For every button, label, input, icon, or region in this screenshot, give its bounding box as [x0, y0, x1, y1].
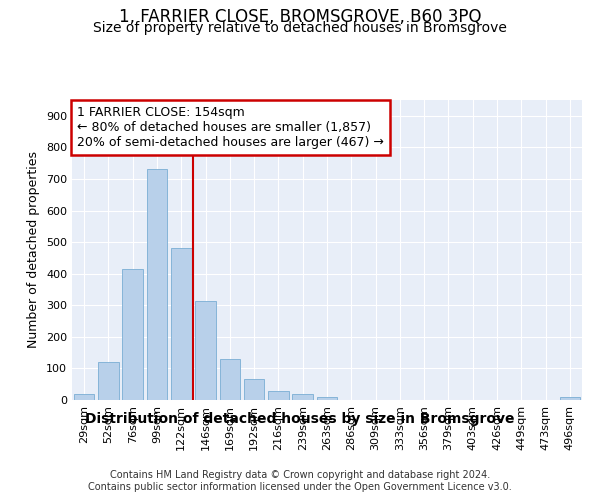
Bar	[292, 394, 313, 400]
Bar	[171, 248, 191, 400]
Bar	[98, 362, 119, 400]
Bar	[317, 397, 337, 400]
Text: Distribution of detached houses by size in Bromsgrove: Distribution of detached houses by size …	[85, 412, 515, 426]
Bar	[560, 397, 580, 400]
Bar	[122, 269, 143, 400]
Text: 1, FARRIER CLOSE, BROMSGROVE, B60 3PQ: 1, FARRIER CLOSE, BROMSGROVE, B60 3PQ	[119, 8, 481, 26]
Bar	[74, 394, 94, 400]
Bar	[244, 380, 265, 400]
Bar	[195, 300, 216, 400]
Y-axis label: Number of detached properties: Number of detached properties	[28, 152, 40, 348]
Text: Contains HM Land Registry data © Crown copyright and database right 2024.: Contains HM Land Registry data © Crown c…	[110, 470, 490, 480]
Text: Size of property relative to detached houses in Bromsgrove: Size of property relative to detached ho…	[93, 21, 507, 35]
Bar	[146, 170, 167, 400]
Bar	[268, 390, 289, 400]
Text: 1 FARRIER CLOSE: 154sqm
← 80% of detached houses are smaller (1,857)
20% of semi: 1 FARRIER CLOSE: 154sqm ← 80% of detache…	[77, 106, 384, 149]
Text: Contains public sector information licensed under the Open Government Licence v3: Contains public sector information licen…	[88, 482, 512, 492]
Bar	[220, 359, 240, 400]
